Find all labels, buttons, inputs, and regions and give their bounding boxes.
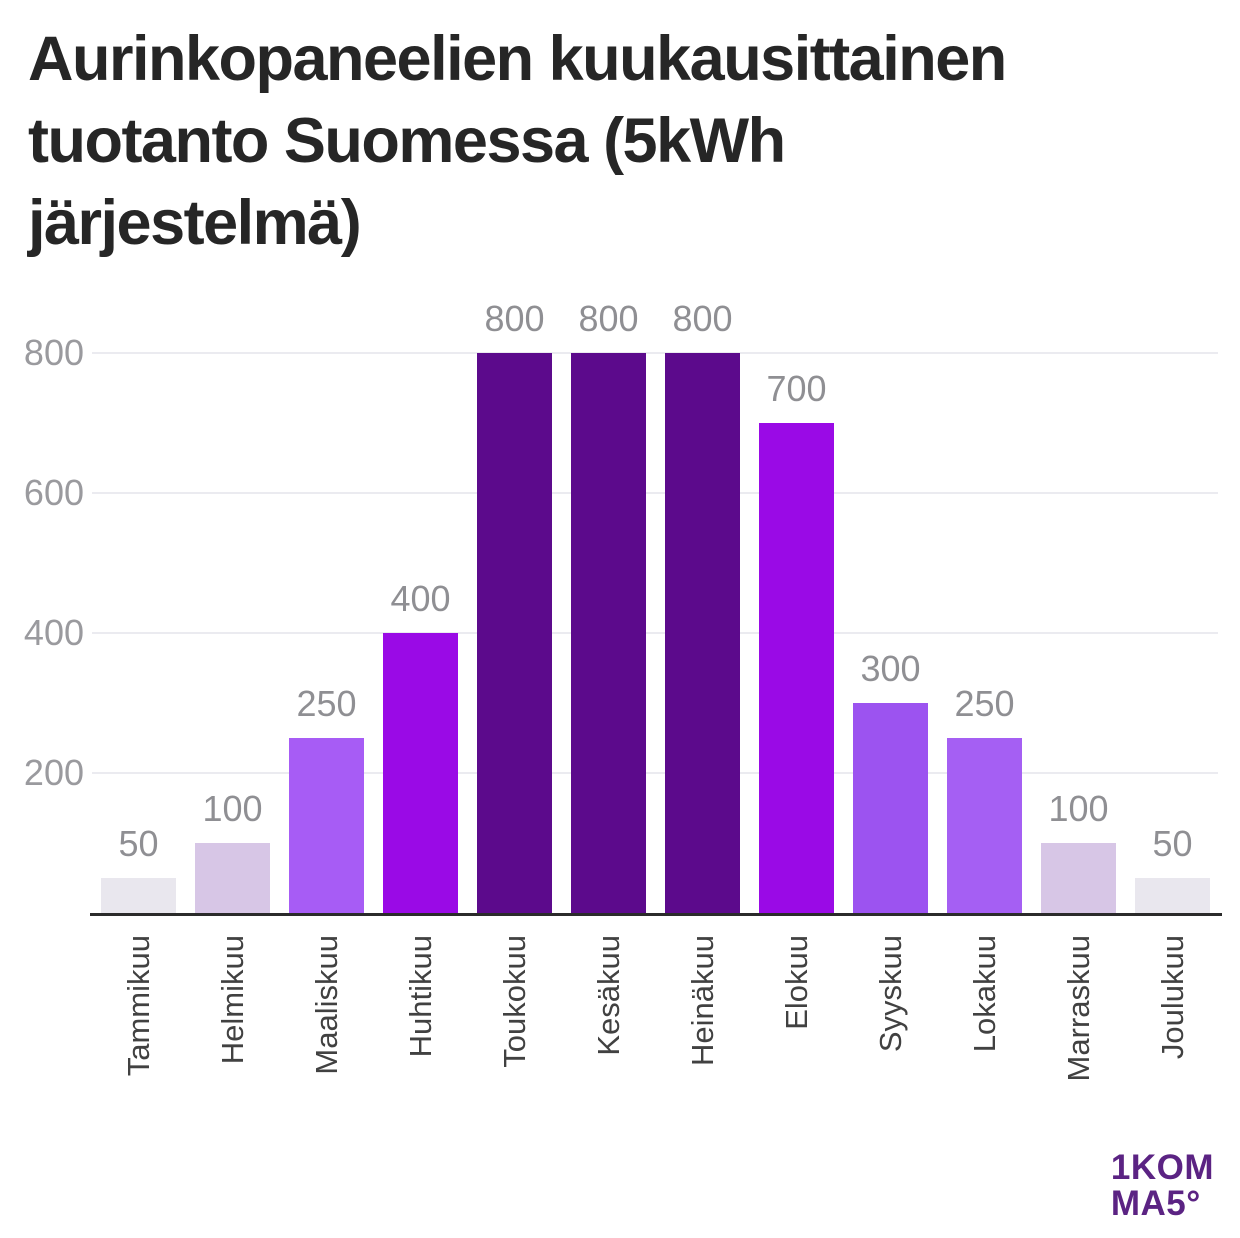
value-label-tammikuu: 50 xyxy=(118,823,159,864)
chart-title-line-2: tuotanto Suomessa (5kWh xyxy=(28,106,786,176)
value-label-heinäkuu: 800 xyxy=(672,298,733,339)
value-label-toukokuu: 800 xyxy=(484,298,545,339)
chart-title-line-3: järjestelmä) xyxy=(28,188,362,258)
value-label-maaliskuu: 250 xyxy=(296,683,357,724)
bar-helmikuu xyxy=(195,843,270,913)
x-axis-label-maaliskuu: Maaliskuu xyxy=(308,935,344,1075)
brand-logo-line-2: MA5° xyxy=(1110,1184,1201,1223)
bar-kesäkuu xyxy=(571,353,646,913)
chart-title: Aurinkopaneelien kuukausittainen tuotant… xyxy=(28,18,1188,264)
gridline-200 xyxy=(92,772,1218,774)
chart-title-line-1: Aurinkopaneelien kuukausittainen xyxy=(28,24,1007,94)
brand-logo: 1KOM MA5° xyxy=(1111,1150,1214,1222)
x-axis-label-huhtikuu: Huhtikuu xyxy=(402,935,438,1058)
value-label-syyskuu: 300 xyxy=(860,648,921,689)
y-tick-label-800: 800 xyxy=(23,332,84,373)
x-axis-label-helmikuu: Helmikuu xyxy=(214,935,250,1065)
x-axis-line xyxy=(90,913,1222,916)
gridline-400 xyxy=(92,632,1218,634)
x-axis-label-tammikuu: Tammikuu xyxy=(120,935,156,1077)
bar-heinäkuu xyxy=(665,353,740,913)
value-label-elokuu: 700 xyxy=(766,368,827,409)
x-axis-label-kesäkuu: Kesäkuu xyxy=(590,935,626,1056)
x-axis-label-joulukuu: Joulukuu xyxy=(1154,935,1190,1060)
y-tick-label-600: 600 xyxy=(23,472,84,513)
gridline-600 xyxy=(92,492,1218,494)
bar-tammikuu xyxy=(101,878,176,913)
value-label-kesäkuu: 800 xyxy=(578,298,639,339)
value-label-helmikuu: 100 xyxy=(202,788,263,829)
bar-toukokuu xyxy=(477,353,552,913)
y-tick-label-400: 400 xyxy=(23,612,84,653)
gridline-800 xyxy=(92,352,1218,354)
bar-lokakuu xyxy=(947,738,1022,913)
bar-elokuu xyxy=(759,423,834,913)
bar-huhtikuu xyxy=(383,633,458,913)
x-axis-label-lokakuu: Lokakuu xyxy=(966,935,1002,1053)
bar-maaliskuu xyxy=(289,738,364,913)
brand-logo-line-1: 1KOM xyxy=(1110,1148,1214,1187)
bar-joulukuu xyxy=(1135,878,1210,913)
value-label-huhtikuu: 400 xyxy=(390,578,451,619)
x-axis-label-heinäkuu: Heinäkuu xyxy=(684,935,720,1066)
bar-marraskuu xyxy=(1041,843,1116,913)
x-axis-label-elokuu: Elokuu xyxy=(778,935,814,1030)
x-axis-label-toukokuu: Toukokuu xyxy=(496,935,532,1068)
x-axis-label-syyskuu: Syyskuu xyxy=(872,935,908,1053)
value-label-lokakuu: 250 xyxy=(954,683,1015,724)
bar-syyskuu xyxy=(853,703,928,913)
value-label-marraskuu: 100 xyxy=(1048,788,1109,829)
y-tick-label-200: 200 xyxy=(23,752,84,793)
value-label-joulukuu: 50 xyxy=(1152,823,1193,864)
x-axis-label-marraskuu: Marraskuu xyxy=(1060,935,1096,1082)
